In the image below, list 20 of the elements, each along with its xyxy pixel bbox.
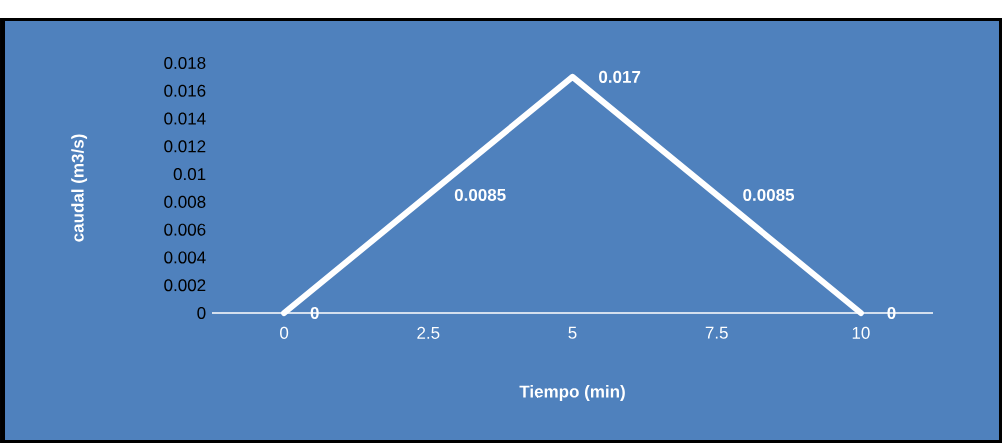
x-tick-label: 0 — [280, 326, 289, 339]
x-axis-title: Tiempo (min) — [519, 385, 625, 401]
y-tick-label: 0.01 — [173, 168, 206, 181]
data-label: 0.0085 — [454, 188, 506, 201]
x-tick-label: 2.5 — [417, 326, 440, 339]
y-tick-label: 0 — [197, 306, 206, 320]
y-tick-label: 0.018 — [164, 56, 206, 70]
y-tick-label: 0.014 — [164, 112, 206, 125]
x-tick-label: 5 — [568, 326, 577, 339]
data-label: 0.017 — [599, 70, 641, 83]
y-tick-label: 0.008 — [164, 195, 206, 208]
y-tick-label: 0.004 — [164, 251, 206, 264]
y-axis-title: caudal (m3/s) — [71, 134, 88, 242]
x-tick-label: 10 — [852, 326, 870, 339]
data-label: 0.0085 — [743, 188, 795, 201]
y-tick-label: 0.006 — [164, 223, 206, 236]
y-tick-label: 0.016 — [164, 84, 206, 97]
x-tick-label: 7.5 — [705, 326, 728, 339]
y-tick-label: 0.002 — [164, 279, 206, 292]
y-tick-label: 0.012 — [164, 140, 206, 153]
